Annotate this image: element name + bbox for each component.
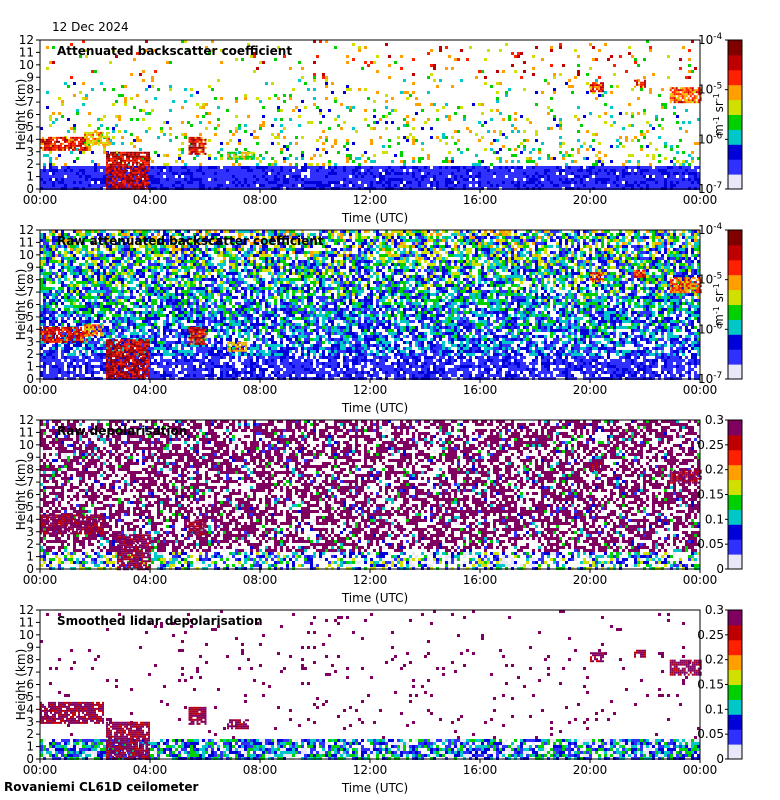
colorbar-unit-label: m-1 sr-1	[712, 283, 726, 326]
x-tick-label: 08:00	[243, 383, 278, 397]
cloud-feature	[40, 137, 88, 151]
colorbar-tick-label: 0.25	[697, 628, 724, 642]
y-tick-label: 2	[26, 537, 34, 551]
x-tick-label: 00:00	[23, 383, 58, 397]
x-tick-label: 04:00	[133, 383, 168, 397]
y-tick-label: 2	[26, 157, 34, 171]
x-tick-label: 16:00	[463, 763, 498, 777]
colorbar-tick-label: 0	[716, 752, 724, 766]
x-tick-label: 20:00	[573, 763, 608, 777]
cloud-feature	[189, 707, 207, 725]
x-tick-label: 04:00	[133, 193, 168, 207]
colorbar-tick-label: 10-4	[698, 222, 723, 237]
colorbar-tick-label: 0	[716, 562, 724, 576]
chart-title: Attenuated backscatter coefficient	[57, 44, 292, 58]
colorbar-tick-label: 0.1	[705, 512, 724, 526]
colorbar-tick-label: 0.2	[705, 463, 724, 477]
y-tick-label: 11	[19, 425, 34, 439]
colorbar: 10-710-610-510-4m-1 sr-1	[698, 32, 742, 196]
y-tick-label: 1	[26, 360, 34, 374]
x-tick-label: 00:00	[23, 763, 58, 777]
colorbar-tick-label: 0.3	[705, 603, 724, 617]
colorbar-tick-label: 0.05	[697, 537, 724, 551]
x-tick-label: 04:00	[133, 573, 168, 587]
y-tick-label: 10	[19, 58, 34, 72]
station-label: Rovaniemi CL61D ceilometer	[4, 780, 198, 794]
colorbar-tick-label: 10-4	[698, 32, 723, 47]
x-tick-label: 00:00	[23, 193, 58, 207]
cloud-feature	[634, 270, 646, 278]
y-tick-label: 11	[19, 615, 34, 629]
cloud-feature	[40, 327, 88, 343]
colorbar-tick-label: 0.15	[697, 488, 724, 502]
x-tick-label: 16:00	[463, 383, 498, 397]
colorbar-unit-label: m-1 sr-1	[712, 93, 726, 136]
y-tick-label: 12	[19, 223, 34, 237]
y-tick-label: 10	[19, 628, 34, 642]
x-tick-label: 16:00	[463, 573, 498, 587]
y-tick-label: 12	[19, 413, 34, 427]
x-tick-label: 20:00	[573, 573, 608, 587]
y-tick-label: 11	[19, 235, 34, 249]
x-tick-label: 16:00	[463, 193, 498, 207]
y-tick-label: 12	[19, 33, 34, 47]
y-axis-label: Height (km)	[14, 79, 28, 150]
x-tick-label: 08:00	[243, 763, 278, 777]
y-tick-label: 2	[26, 347, 34, 361]
colorbar-tick-label: 10-7	[698, 181, 722, 196]
x-tick-label: 12:00	[353, 573, 388, 587]
x-axis-label: Time (UTC)	[341, 591, 408, 605]
x-tick-label: 12:00	[353, 193, 388, 207]
x-tick-label: 00:00	[683, 573, 718, 587]
colorbar: 10-710-610-510-4m-1 sr-1	[698, 222, 742, 386]
y-tick-label: 1	[26, 740, 34, 754]
x-axis-label: Time (UTC)	[341, 211, 408, 225]
colorbar: 0 0.05 0.1 0.15 0.2 0.25 0.3	[697, 603, 742, 766]
colorbar-tick-label: 0.2	[705, 653, 724, 667]
x-tick-label: 00:00	[23, 573, 58, 587]
x-tick-label: 12:00	[353, 763, 388, 777]
x-tick-label: 08:00	[243, 193, 278, 207]
colorbar-tick-label: 0.15	[697, 678, 724, 692]
chart-title: Smoothed lidar depolarisation	[57, 614, 263, 628]
x-axis-label: Time (UTC)	[341, 781, 408, 795]
y-tick-label: 1	[26, 170, 34, 184]
x-tick-label: 00:00	[683, 763, 718, 777]
y-tick-label: 10	[19, 438, 34, 452]
colorbar-tick-label: 0.1	[705, 702, 724, 716]
x-tick-label: 20:00	[573, 383, 608, 397]
x-tick-label: 04:00	[133, 763, 168, 777]
y-tick-label: 10	[19, 248, 34, 262]
chart-title: Raw attenuated backscatter coefficient	[57, 234, 324, 248]
y-axis-label: Height (km)	[14, 269, 28, 340]
x-tick-label: 20:00	[573, 193, 608, 207]
y-axis-label: Height (km)	[14, 649, 28, 720]
x-tick-label: 12:00	[353, 383, 388, 397]
y-tick-label: 11	[19, 45, 34, 59]
x-axis-label: Time (UTC)	[341, 401, 408, 415]
colorbar-tick-label: 0.3	[705, 413, 724, 427]
x-tick-label: 08:00	[243, 573, 278, 587]
colorbar-tick-label: 0.05	[697, 727, 724, 741]
y-tick-label: 2	[26, 727, 34, 741]
chart-title: Raw depolarisation	[57, 424, 187, 438]
colorbar-tick-label: 10-7	[698, 371, 722, 386]
colorbar: 0 0.05 0.1 0.15 0.2 0.25 0.3	[697, 413, 742, 576]
cloud-feature	[84, 132, 110, 146]
y-tick-label: 12	[19, 603, 34, 617]
y-axis-label: Height (km)	[14, 459, 28, 530]
colorbar-tick-label: 0.25	[697, 438, 724, 452]
y-tick-label: 1	[26, 550, 34, 564]
